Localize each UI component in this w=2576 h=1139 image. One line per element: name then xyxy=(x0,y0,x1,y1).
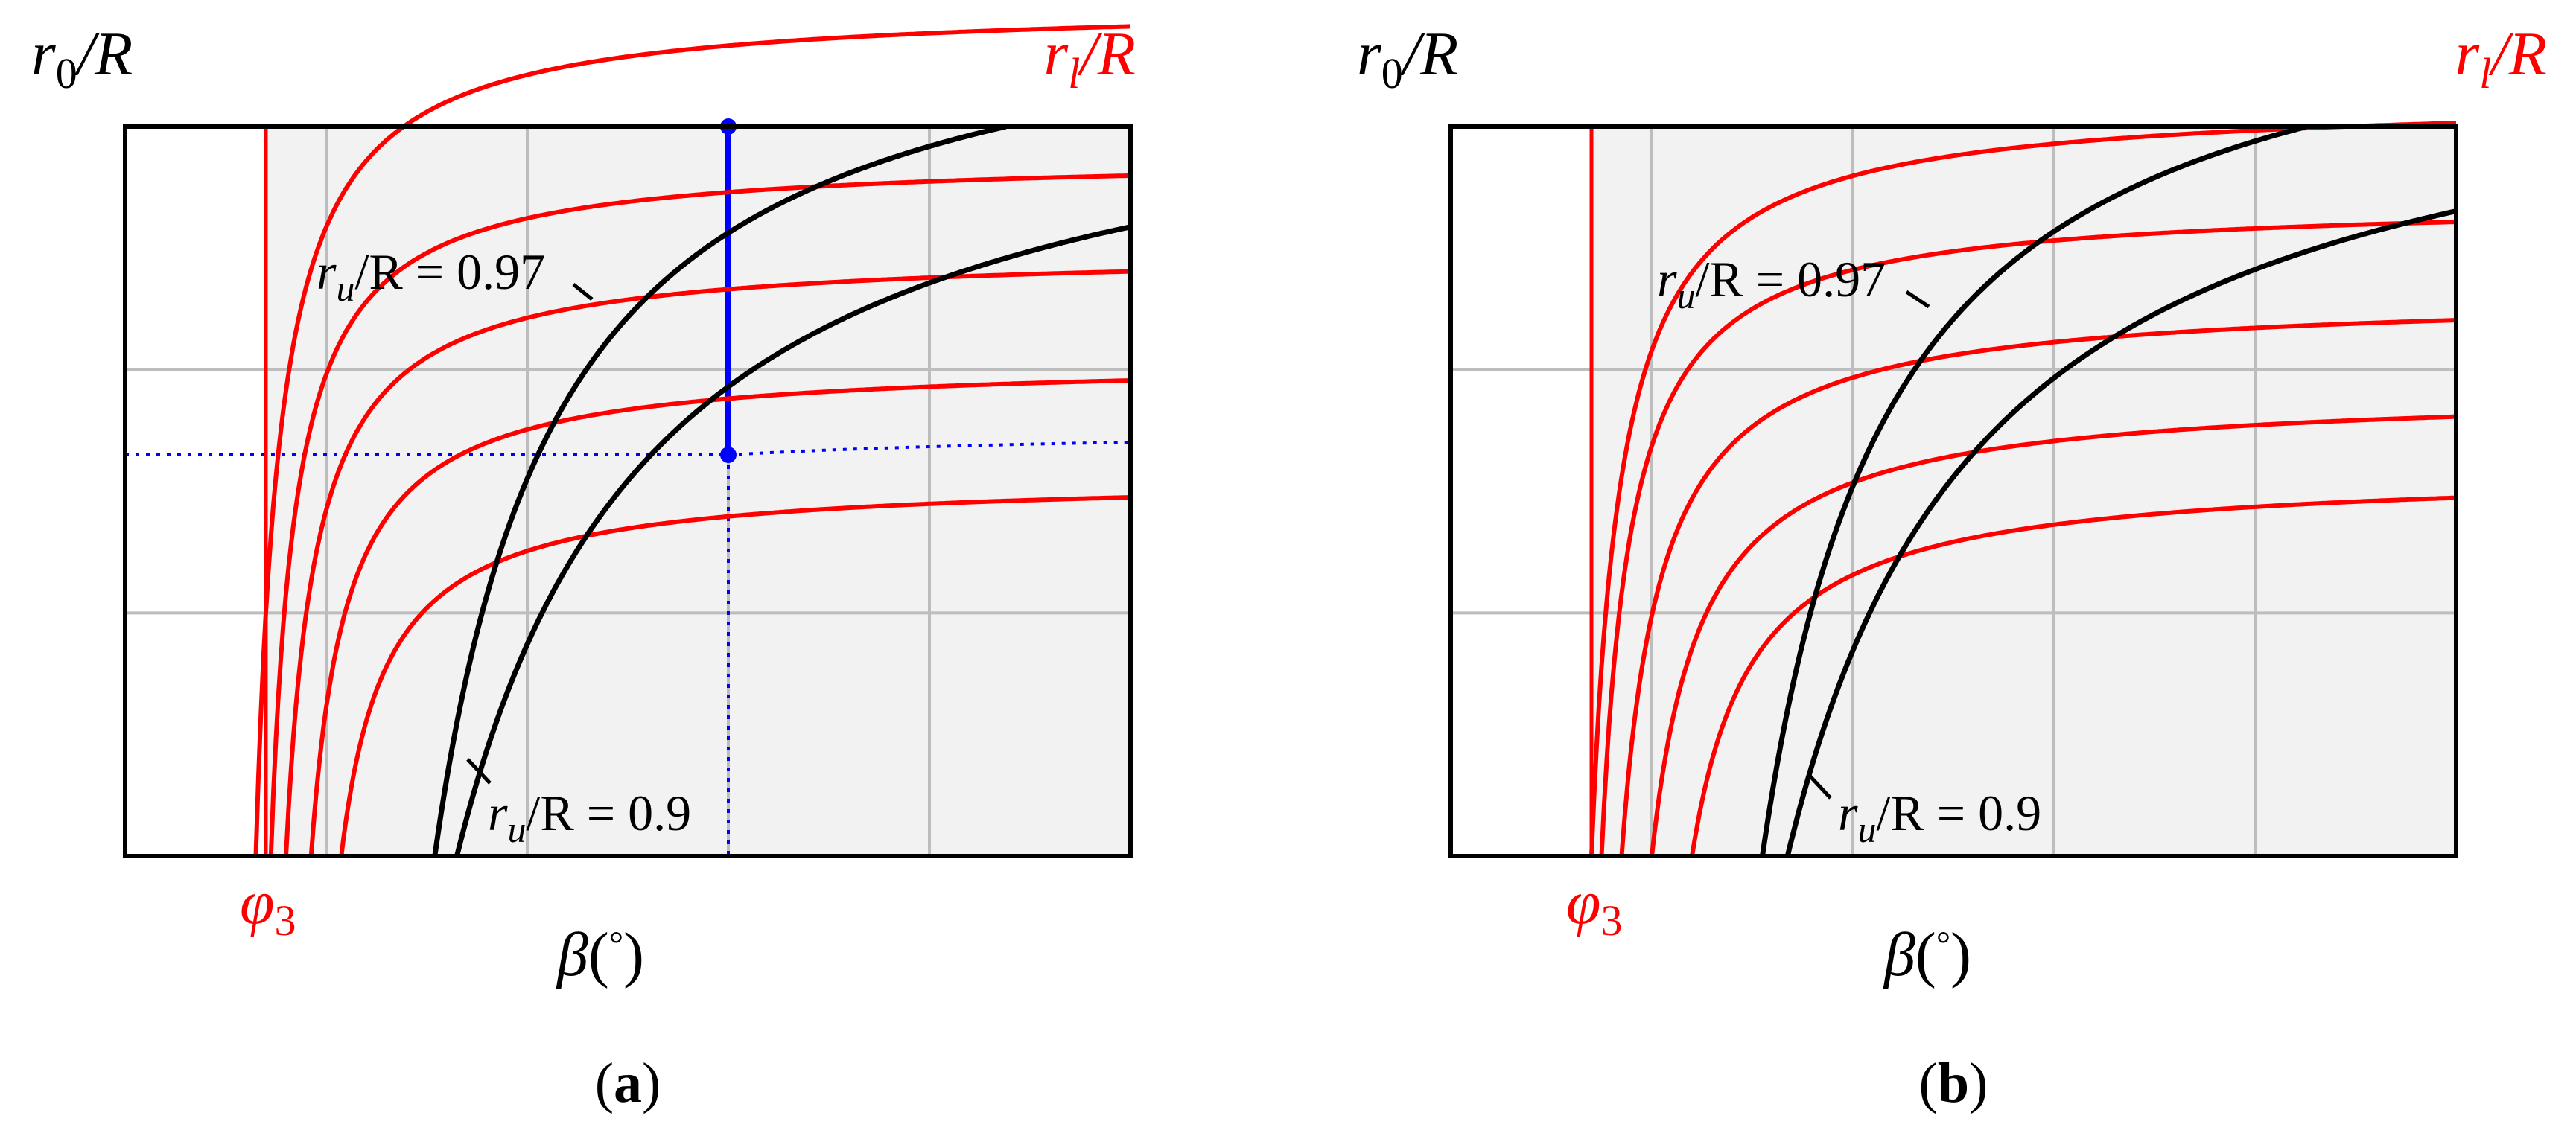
panel-label-a: (a) xyxy=(595,1052,661,1114)
phi3-label: φ3 xyxy=(240,868,296,945)
annotation-ru-097: ru/R = 0.97 xyxy=(1657,251,1886,316)
red-curve-3 xyxy=(1619,318,2457,857)
annotation-ru-09: ru/R = 0.9 xyxy=(488,785,691,850)
plot-frame xyxy=(123,124,1133,858)
plot-frame xyxy=(1448,124,2458,858)
red-curve-2 xyxy=(1599,220,2457,857)
black-curve-2 xyxy=(454,224,1131,857)
shaded-region xyxy=(266,127,1130,856)
black-curves xyxy=(432,124,1131,857)
red-curve-2 xyxy=(268,173,1131,857)
y-axis-label-left: r0/R xyxy=(1357,19,1458,98)
x-axis-label: β(°) xyxy=(556,920,644,989)
annotation-leader-097 xyxy=(572,283,594,301)
y-axis-label-right: rl/R xyxy=(2455,19,2547,98)
black-curves xyxy=(1760,124,2456,857)
blue-point-lower xyxy=(720,447,737,463)
annotation-ru-097: ru/R = 0.97 xyxy=(317,243,545,309)
black-curve-1 xyxy=(1760,124,2306,857)
black-curve-1 xyxy=(432,124,1007,857)
red-curve-3 xyxy=(284,269,1131,857)
red-curve-4 xyxy=(308,378,1131,857)
panel-label-b: (b) xyxy=(1919,1052,1988,1114)
red-curve-5 xyxy=(339,495,1131,857)
black-curve-2 xyxy=(1784,208,2456,857)
panel-b: ru/R = 0.97 ru/R = 0.9 r0/R rl/R φ3 β(°)… xyxy=(1357,19,2547,1114)
annotation-leader-097 xyxy=(1905,290,1930,309)
y-axis-label-left: r0/R xyxy=(31,19,133,98)
panel-a: ru/R = 0.97 ru/R = 0.9 r0/R rl/R φ3 β(°)… xyxy=(31,19,1136,1114)
red-curve-5 xyxy=(1690,495,2457,857)
phi3-label: φ3 xyxy=(1566,868,1622,945)
red-curve-4 xyxy=(1650,414,2457,857)
annotation-leader-09 xyxy=(466,758,492,785)
blue-dotted-curve xyxy=(728,441,1131,456)
annotation-ru-09: ru/R = 0.9 xyxy=(1838,785,2041,850)
annotation-leader-09 xyxy=(1807,773,1832,800)
x-axis-label: β(°) xyxy=(1883,920,1971,989)
y-axis-label-right: rl/R xyxy=(1044,19,1136,98)
shaded-region xyxy=(1591,127,2456,856)
